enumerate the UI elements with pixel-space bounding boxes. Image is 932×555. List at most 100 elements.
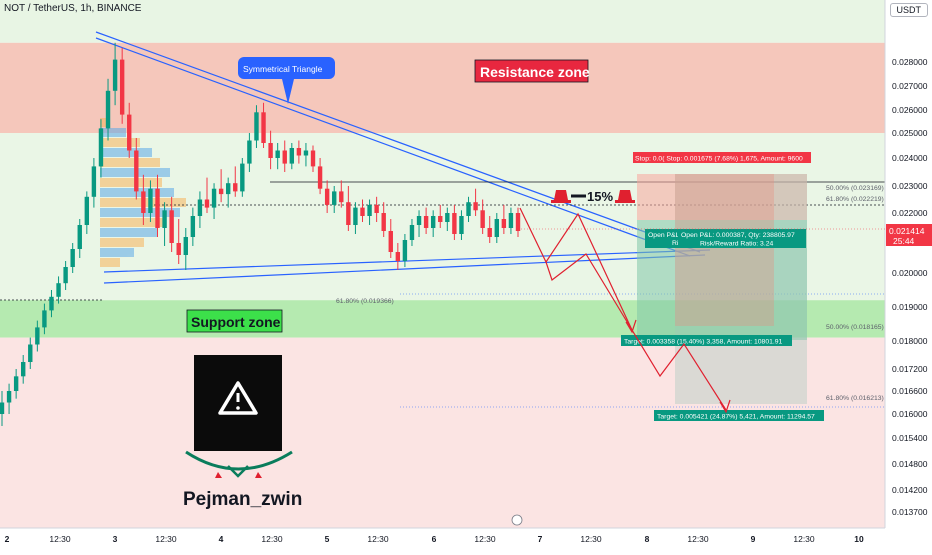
- projection-path-2: [545, 253, 633, 331]
- current-price-timer: 25:44: [893, 236, 915, 246]
- volume-profile-bar: [100, 128, 126, 137]
- candle: [112, 42, 118, 106]
- target1-label: Target: 0.003358 (15.40%) 3,358, Amount:…: [624, 339, 783, 346]
- time-tick-label: 6: [432, 534, 437, 544]
- candle: [381, 202, 386, 237]
- price-tick-label: 0.025000: [892, 128, 928, 138]
- support-zone-label: Support zone: [191, 314, 281, 330]
- projection-path-3: [631, 329, 727, 411]
- candle: [21, 355, 26, 384]
- fib-label: 61.80% (0.022219): [826, 196, 884, 203]
- alarm-icon-left-base: [551, 200, 571, 203]
- candle: [360, 199, 365, 222]
- candle: [233, 166, 238, 197]
- alarm-icon-left: [554, 190, 568, 200]
- candle-body: [508, 213, 514, 228]
- candle: [480, 199, 485, 234]
- warning-triangle-icon: [218, 381, 258, 415]
- candle: [438, 204, 443, 228]
- candle: [339, 180, 344, 208]
- candle: [402, 234, 408, 267]
- pattern-callout-label: Symmetrical Triangle: [243, 64, 323, 74]
- fib-label: 50.00% (0.018165): [826, 324, 884, 331]
- pattern-callout-bg: [238, 57, 335, 79]
- price-tick-label: 0.014800: [892, 459, 928, 469]
- candle-body: [134, 150, 139, 192]
- candle: [268, 130, 273, 170]
- candle: [494, 213, 499, 243]
- candle: [466, 196, 471, 222]
- stop-label: Stop: 0.0( Stop: 0.001675 (7.68%) 1,675,…: [635, 156, 803, 163]
- arrowhead-2: [719, 399, 731, 414]
- drop-percentage: 15%: [551, 189, 635, 204]
- candle-body: [416, 216, 422, 225]
- candle: [204, 177, 210, 213]
- candle-body: [254, 112, 259, 141]
- candle-body: [374, 204, 379, 213]
- time-tick-label: 3: [113, 534, 118, 544]
- volume-profile-bar: [100, 118, 110, 127]
- candle-body: [197, 199, 203, 216]
- price-tick-label: 0.027000: [892, 81, 928, 91]
- fib-label: 61.80% (0.019366): [336, 298, 394, 305]
- candle-body: [367, 204, 372, 216]
- candle: [49, 290, 54, 318]
- candle-body: [452, 213, 457, 234]
- candle-body: [480, 210, 485, 228]
- time-tick-label: 4: [219, 534, 224, 544]
- currency-button[interactable]: USDT: [889, 3, 928, 17]
- candle-body: [360, 207, 365, 216]
- price-tick-label: 0.014200: [892, 485, 928, 495]
- candle-body: [339, 191, 344, 203]
- volume-profile-bar: [100, 228, 158, 237]
- candle-body: [105, 90, 111, 129]
- candle-body: [77, 225, 82, 249]
- candle-body: [289, 148, 295, 164]
- candle-body: [21, 362, 26, 377]
- candle: [416, 210, 422, 237]
- volume-profile-bar: [100, 178, 162, 187]
- candle: [162, 202, 167, 246]
- candle: [127, 102, 132, 158]
- candle-body: [98, 128, 104, 167]
- candle: [332, 186, 337, 213]
- time-tick-label: 12:30: [793, 534, 815, 544]
- candle: [346, 186, 351, 231]
- resistance-zone-band: [0, 42, 885, 133]
- resistance-label-bg: [474, 59, 589, 83]
- candle: [0, 391, 5, 426]
- candle-body: [324, 188, 330, 205]
- symmetrical-triangle: [95, 31, 711, 284]
- logo-dot-right: [255, 472, 262, 478]
- candle: [388, 219, 393, 258]
- price-tick-label: 0.015400: [892, 433, 928, 443]
- position-tool: Stop: 0.0( Stop: 0.001675 (7.68%) 1,675,…: [621, 152, 824, 421]
- candle-body: [162, 210, 167, 228]
- pnl-left-label-2: Ris: [672, 240, 682, 247]
- candle: [105, 78, 111, 141]
- triangle-upper-line: [95, 31, 701, 253]
- candle: [282, 140, 287, 172]
- candle-body: [459, 216, 464, 234]
- price-axis-bg: [885, 0, 932, 550]
- pnl-left-bg: [645, 229, 685, 248]
- candle: [317, 158, 323, 195]
- time-tick-label: 9: [751, 534, 756, 544]
- candle-body: [395, 252, 401, 261]
- projection-path-1: [519, 207, 633, 331]
- candle-body: [346, 202, 351, 225]
- candle: [190, 207, 196, 246]
- scroll-to-realtime-icon[interactable]: [511, 514, 523, 526]
- time-tick-label: 12:30: [155, 534, 177, 544]
- candle-body: [409, 225, 415, 240]
- candle: [197, 191, 203, 228]
- candle-body: [487, 228, 492, 237]
- candle: [459, 210, 464, 240]
- candle: [148, 180, 153, 222]
- pnl-left-label: Open P&L: [648, 232, 680, 239]
- price-tick-label: 0.017200: [892, 364, 928, 374]
- candle: [6, 383, 12, 414]
- candle: [374, 196, 379, 222]
- candle: [303, 143, 309, 167]
